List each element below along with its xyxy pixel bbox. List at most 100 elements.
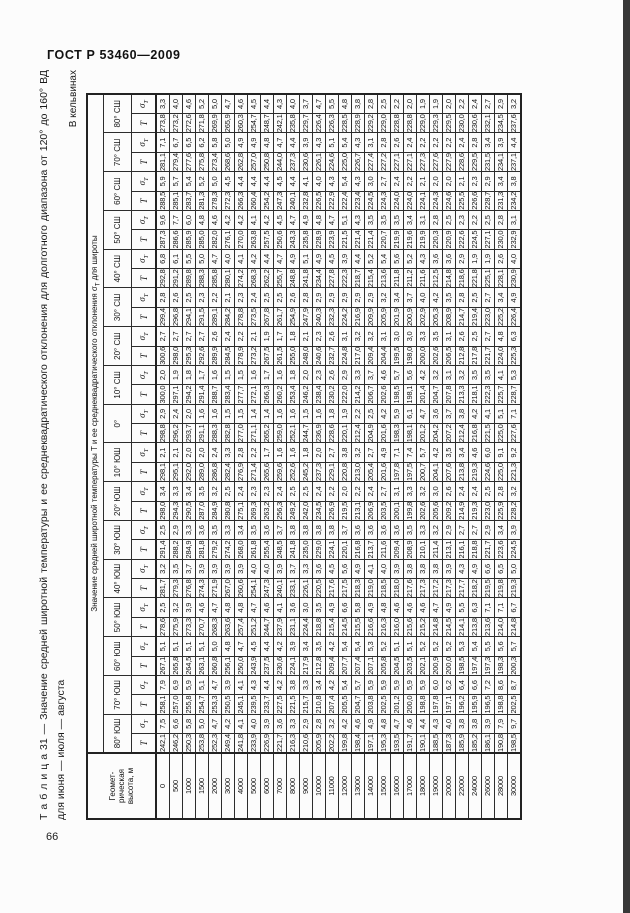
sigma-value-cell: 2,0: [429, 171, 443, 192]
latitude-header: 60° ЮШ: [103, 636, 132, 676]
t-value-cell: 217,7: [455, 578, 469, 598]
latitude-header: 70° ЮШ: [103, 675, 132, 715]
t-header: Т: [131, 191, 156, 211]
t-value-cell: 255,0: [286, 346, 300, 366]
sigma-value-cell: 4,9: [299, 210, 313, 230]
sigma-value-cell: 4,8: [377, 598, 391, 618]
t-value-cell: 200,9: [403, 307, 417, 327]
sigma-value-cell: 5,2: [195, 94, 209, 114]
t-value-cell: 230,0: [455, 113, 469, 133]
t-value-cell: 296,8: [169, 307, 183, 327]
sigma-value-cell: 2,4: [364, 481, 378, 502]
t-value-cell: 204,7: [351, 694, 365, 715]
sigma-value-cell: 2,9: [364, 288, 378, 308]
t-value-cell: 216,1: [455, 539, 469, 560]
sigma-value-cell: 2,0: [299, 365, 313, 385]
sigma-value-cell: 2,9: [169, 520, 183, 540]
t-value-cell: 231,5: [481, 152, 495, 172]
sigma-value-cell: 2,6: [325, 326, 339, 347]
t-value-cell: 198,3: [494, 656, 508, 676]
t-value-cell: 224,0: [494, 346, 508, 366]
t-value-cell: 197,3: [481, 656, 495, 676]
t-header: Т: [131, 733, 156, 753]
sigma-value-cell: 3,9: [338, 249, 352, 269]
sigma-value-cell: 5,1: [169, 636, 183, 657]
t-value-cell: 285,9: [182, 229, 196, 250]
t-value-cell: 221,3: [507, 462, 521, 482]
t-value-cell: 207,8: [442, 384, 456, 405]
sigma-value-cell: 5,2: [429, 636, 443, 657]
t-value-cell: 227,5: [273, 694, 287, 715]
sigma-value-cell: 3,3: [182, 520, 196, 540]
t-value-cell: 227,4: [364, 152, 378, 172]
sigma-value-cell: 1,6: [273, 443, 287, 463]
height-column-header: Геомет-рическая высота, м: [87, 753, 156, 819]
sigma-value-cell: 3,5: [442, 288, 456, 308]
sigma-value-cell: 3,8: [351, 94, 365, 114]
t-value-cell: 211,6: [416, 268, 430, 288]
t-value-cell: 239,5: [247, 694, 261, 715]
sigma-value-cell: 1,6: [312, 404, 326, 424]
sigma-value-cell: 6,0: [182, 210, 196, 230]
t-value-cell: 257,5: [260, 229, 274, 250]
t-value-cell: 213,6: [377, 268, 391, 288]
sigma-value-cell: 4,4: [416, 714, 430, 734]
sigma-value-cell: 3,5: [312, 636, 326, 657]
t-value-cell: 283,4: [221, 384, 235, 405]
t-value-cell: 190,1: [416, 733, 430, 753]
sigma-value-cell: 6,9: [169, 675, 183, 695]
t-value-cell: 214,7: [455, 307, 469, 327]
t-value-cell: 268,0: [234, 539, 248, 560]
sigma-value-cell: 5,4: [338, 171, 352, 192]
t-value-cell: 242,0: [299, 501, 313, 521]
sigma-value-cell: 3,8: [299, 520, 313, 540]
sigma-value-cell: 1,8: [325, 404, 339, 424]
t-value-cell: 217,0: [351, 346, 365, 366]
sigma-value-cell: 4,4: [247, 171, 261, 192]
t-value-cell: 298,0: [169, 346, 183, 366]
t-value-cell: 244,0: [273, 152, 287, 172]
t-value-cell: 273,5: [247, 307, 261, 327]
t-value-cell: 225,0: [494, 462, 508, 482]
sigma-value-cell: 1,6: [208, 365, 222, 385]
t-value-cell: 206,9: [364, 501, 378, 521]
t-value-cell: 272,3: [221, 191, 235, 211]
t-value-cell: 291,1: [195, 423, 209, 443]
height-cell: 7000: [273, 753, 287, 819]
t-value-cell: 208,9: [403, 539, 417, 560]
sigma-value-cell: 4,8: [338, 94, 352, 114]
t-value-cell: 198,5: [390, 384, 404, 405]
sigma-value-cell: 3,6: [377, 520, 391, 540]
latitude-header: 80° СШ: [103, 94, 132, 133]
t-value-cell: 213,7: [364, 539, 378, 560]
t-value-cell: 252,3: [208, 733, 222, 753]
t-value-cell: 213,1: [351, 501, 365, 521]
sigma-header: σТ: [131, 133, 156, 153]
sigma-value-cell: 3,3: [156, 94, 170, 114]
sigma-value-cell: 5,0: [195, 249, 209, 269]
sigma-value-cell: 2,4: [390, 171, 404, 192]
sigma-value-cell: 2,2: [468, 210, 482, 230]
sigma-value-cell: 2,8: [312, 714, 326, 734]
t-value-cell: 268,3: [247, 268, 261, 288]
sigma-value-cell: 4,8: [234, 598, 248, 618]
t-value-cell: 228,9: [312, 229, 326, 250]
t-value-cell: 260,2: [273, 384, 287, 405]
table-row: 9000 210,6 2,9 215,7 3,3 217,9 3,4 224,4 3,0 226,…: [299, 94, 313, 819]
t-value-cell: 216,3: [286, 733, 300, 753]
t-value-cell: 200,0: [442, 656, 456, 676]
sigma-value-cell: 4,4: [260, 636, 274, 657]
sigma-value-cell: 2,1: [455, 171, 469, 192]
sigma-value-cell: 2,7: [377, 481, 391, 502]
t-value-cell: 218,8: [312, 617, 326, 637]
sigma-value-cell: 4,1: [494, 365, 508, 385]
t-value-cell: 224,3: [377, 191, 391, 211]
sigma-value-cell: 3,5: [429, 326, 443, 347]
height-cell: 9000: [299, 753, 313, 819]
t-value-cell: 186,1: [481, 733, 495, 753]
sigma-value-cell: 2,5: [156, 520, 170, 540]
t-value-cell: 218,0: [390, 578, 404, 598]
t-value-cell: 291,4: [195, 384, 209, 405]
sigma-value-cell: 5,0: [208, 636, 222, 657]
t-value-cell: 240,3: [312, 307, 326, 327]
